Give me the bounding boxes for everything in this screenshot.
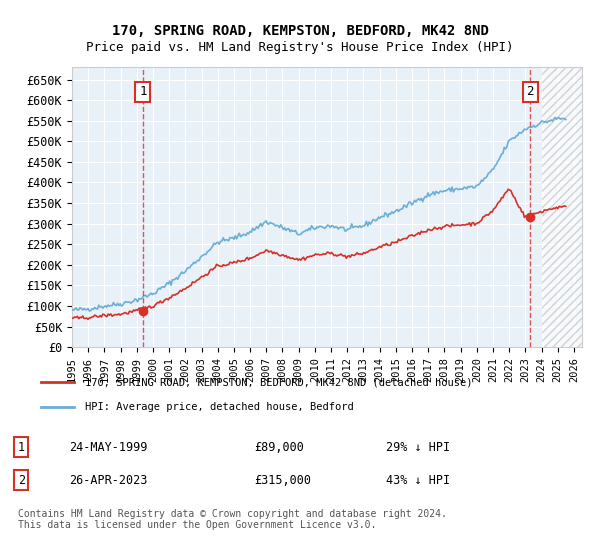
Text: 29% ↓ HPI: 29% ↓ HPI [386, 441, 451, 454]
Text: £315,000: £315,000 [254, 474, 311, 487]
Text: Contains HM Land Registry data © Crown copyright and database right 2024.
This d: Contains HM Land Registry data © Crown c… [18, 509, 446, 530]
Text: 1: 1 [18, 441, 25, 454]
Text: 170, SPRING ROAD, KEMPSTON, BEDFORD, MK42 8ND (detached house): 170, SPRING ROAD, KEMPSTON, BEDFORD, MK4… [85, 377, 473, 388]
Text: 170, SPRING ROAD, KEMPSTON, BEDFORD, MK42 8ND: 170, SPRING ROAD, KEMPSTON, BEDFORD, MK4… [112, 24, 488, 38]
Bar [542, 67, 582, 347]
Text: 43% ↓ HPI: 43% ↓ HPI [386, 474, 451, 487]
Text: £89,000: £89,000 [254, 441, 304, 454]
Bar [542, 59, 582, 347]
Text: 24-MAY-1999: 24-MAY-1999 [70, 441, 148, 454]
Text: 26-APR-2023: 26-APR-2023 [70, 474, 148, 487]
Text: 2: 2 [18, 474, 25, 487]
Text: Price paid vs. HM Land Registry's House Price Index (HPI): Price paid vs. HM Land Registry's House … [86, 41, 514, 54]
Text: 1: 1 [139, 86, 146, 99]
Text: HPI: Average price, detached house, Bedford: HPI: Average price, detached house, Bedf… [85, 402, 354, 412]
Text: 2: 2 [526, 86, 534, 99]
